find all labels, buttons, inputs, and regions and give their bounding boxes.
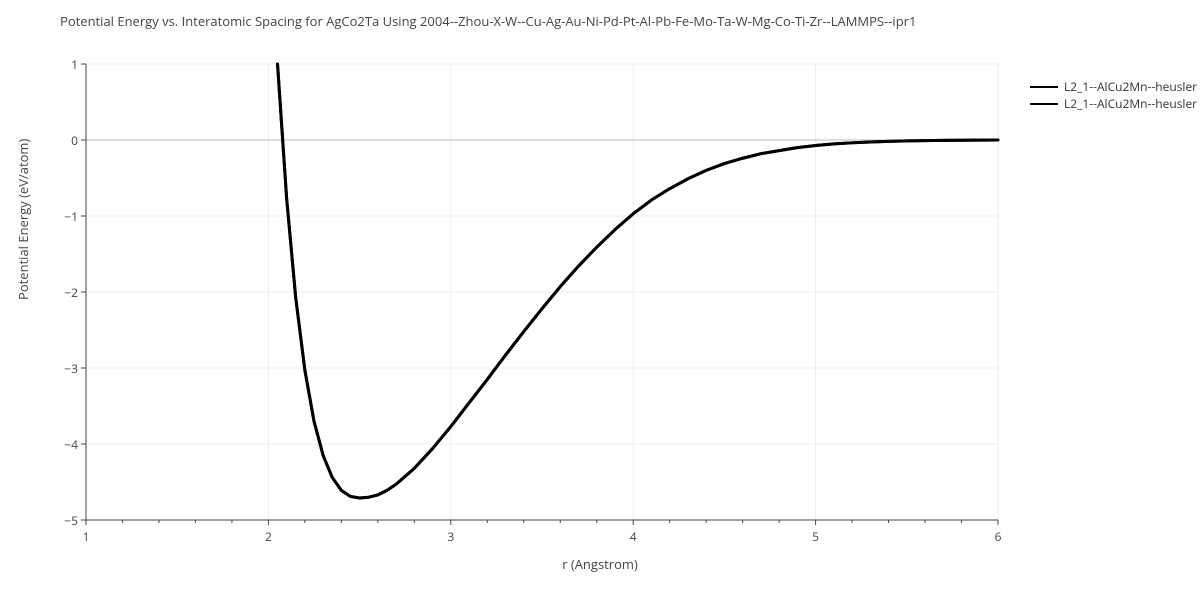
legend-swatch-icon <box>1030 86 1058 88</box>
y-tick-label: −1 <box>38 208 78 225</box>
chart-container: Potential Energy vs. Interatomic Spacing… <box>0 0 1200 600</box>
legend-swatch-icon <box>1030 103 1058 105</box>
y-tick-label: −4 <box>38 436 78 453</box>
series-line[interactable] <box>278 64 998 498</box>
legend-label: L2_1--AlCu2Mn--heusler <box>1064 95 1197 112</box>
series-line[interactable] <box>278 64 998 498</box>
legend-item[interactable]: L2_1--AlCu2Mn--heusler <box>1030 78 1197 95</box>
x-tick-label: 6 <box>983 528 1013 545</box>
legend[interactable]: L2_1--AlCu2Mn--heuslerL2_1--AlCu2Mn--heu… <box>1030 78 1197 112</box>
y-tick-label: −3 <box>38 360 78 377</box>
x-tick-label: 5 <box>801 528 831 545</box>
y-axis-label: Potential Energy (eV/atom) <box>14 139 32 300</box>
x-tick-label: 3 <box>436 528 466 545</box>
y-tick-label: 0 <box>38 132 78 149</box>
chart-title: Potential Energy vs. Interatomic Spacing… <box>60 12 916 30</box>
legend-label: L2_1--AlCu2Mn--heusler <box>1064 78 1197 95</box>
x-tick-label: 2 <box>253 528 283 545</box>
x-tick-label: 1 <box>71 528 101 545</box>
x-axis-label: r (Angstrom) <box>0 555 1200 573</box>
plot-area[interactable] <box>86 64 998 520</box>
y-tick-label: −2 <box>38 284 78 301</box>
y-tick-label: 1 <box>38 56 78 73</box>
y-tick-label: −5 <box>38 512 78 529</box>
legend-item[interactable]: L2_1--AlCu2Mn--heusler <box>1030 95 1197 112</box>
x-tick-label: 4 <box>618 528 648 545</box>
